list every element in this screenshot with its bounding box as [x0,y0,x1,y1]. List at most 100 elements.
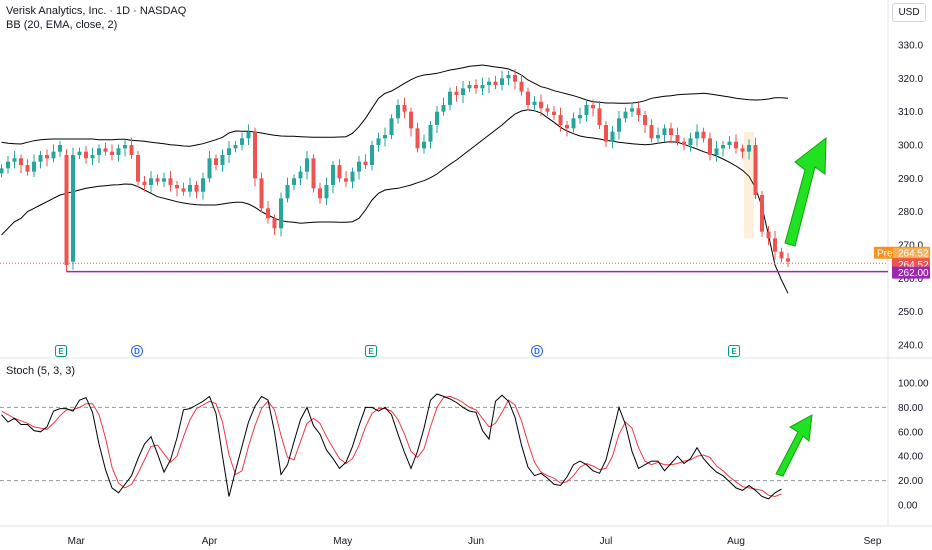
candle-body [597,108,602,125]
event-letter: D [534,347,540,356]
currency-button[interactable]: USD [892,3,926,22]
symbol-title[interactable]: Verisk Analytics, Inc. · 1D · NASDAQ [6,5,187,17]
price-tick-label: 280.0 [898,207,923,218]
price-tick-label: 260.0 [898,274,923,285]
candle-body [584,105,589,115]
candle-body [110,151,114,155]
time-tick-label: Sep [864,536,882,547]
event-letter: E [58,347,64,356]
candle-body [51,151,56,159]
bb-upper-line [1,64,789,147]
candle-body [493,81,498,85]
candle-body [71,155,75,262]
candle-body [240,138,244,145]
candle-body [519,81,524,92]
candles [0,69,790,272]
candle-body [311,158,316,189]
dividend-event-icon [131,345,143,357]
candle-body [253,131,257,179]
price-tick-label: 320.0 [898,74,923,85]
candle-body [123,145,127,149]
candle-body [305,158,309,172]
candle-body [227,148,231,155]
candle-body [162,178,166,182]
stoch-tick-label: 20.00 [898,476,923,487]
candle-body [617,118,621,132]
candle-body [246,131,251,139]
stoch-tick-label: 40.00 [898,452,923,463]
candle-body [220,155,225,165]
candle-body [539,101,543,109]
bb-indicator-label[interactable]: BB (20, EMA, close, 2) [6,19,118,31]
candle-body [669,128,673,135]
candle-body [448,91,452,105]
candle-body [175,185,179,189]
event-letter: E [368,347,374,356]
bollinger-bands [1,64,789,294]
candle-body [604,125,608,142]
candle-body [103,148,108,152]
candle-body [116,148,121,155]
candle-body [409,111,413,129]
candle-body [77,151,82,155]
candle-body [441,105,446,112]
price-overlay [0,262,888,273]
candle-body [331,165,335,185]
candle-body [636,108,641,115]
candle-body [181,188,186,192]
candle-body [272,218,277,229]
candle-body [350,171,355,182]
candle-body [727,141,732,145]
up-arrow-price-icon [784,136,827,247]
candle-body [714,148,719,155]
candle-body [545,108,550,112]
pre-price-badge [874,246,930,259]
candle-body [84,151,88,159]
candle-body [168,178,173,185]
candle-body [701,131,706,139]
candle-body [565,125,569,129]
candle-body [695,131,699,139]
stoch-panel [0,393,888,500]
candle-body [136,155,140,182]
candle-body [610,131,615,142]
price-tick-label: 300.0 [898,141,923,152]
candle-body [721,145,725,149]
candle-body [675,135,680,142]
candle-body [292,178,296,185]
earnings-event-icon [365,345,377,357]
candle-body [45,155,49,159]
event-letter: D [134,347,140,356]
candle-body [298,171,303,179]
candle-body [357,161,361,172]
candle-body [344,178,348,182]
candle-body [532,101,537,105]
time-tick-label: Mar [68,536,86,547]
candle-body [773,238,777,252]
stoch-tick-label: 0.00 [898,501,918,512]
candle-body [461,88,465,95]
candle-body [623,111,628,119]
price-tick-label: 250.0 [898,307,923,318]
candle-body [32,161,36,172]
candle-body [90,155,95,159]
candle-body [682,141,686,145]
candle-body [337,165,342,179]
price-tick-label: 290.0 [898,174,923,185]
candle-body [12,158,17,162]
time-tick-label: Apr [202,536,218,547]
stoch-indicator-label[interactable]: Stoch (5, 3, 3) [6,365,76,377]
candle-body [19,158,23,165]
candle-body [500,78,504,85]
candle-body [656,135,660,139]
candle-body [649,125,654,139]
price-tick-label: 330.0 [898,41,923,52]
candle-body [142,181,147,185]
candle-body [376,138,381,145]
stoch-k-line [1,393,782,500]
price-tick-label: 240.0 [898,341,923,352]
candle-body [6,161,10,169]
candle-body [214,158,218,165]
candle-body [38,155,43,162]
